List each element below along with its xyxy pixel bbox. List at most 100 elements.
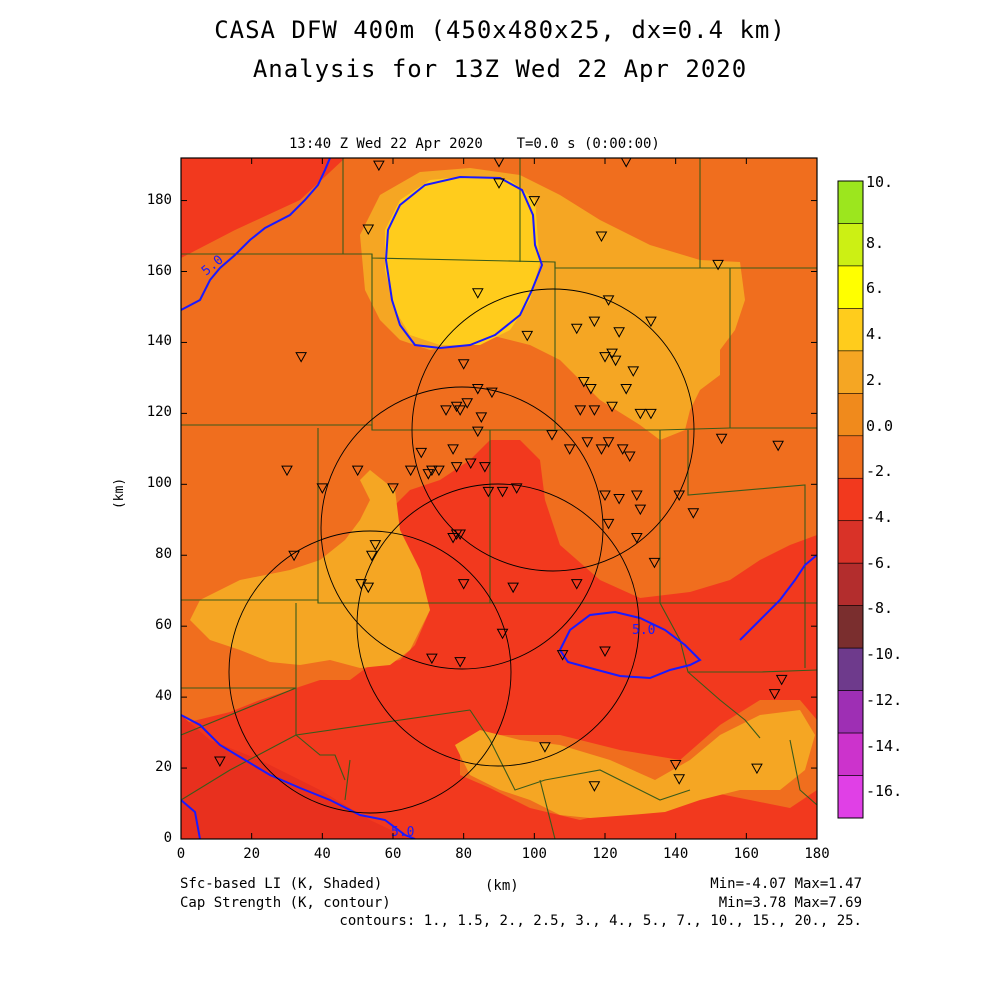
colorbar-swatch [837, 350, 864, 394]
station-marker [620, 384, 633, 395]
station-marker [461, 398, 474, 409]
station-marker [387, 483, 399, 494]
cap-contour-southeast [739, 554, 817, 641]
station-marker [645, 408, 657, 420]
colorbar-label: -10. [866, 645, 903, 664]
station-marker [570, 323, 583, 335]
y-tick-label: 20 [155, 759, 172, 776]
station-marker [712, 259, 724, 271]
station-marker [645, 316, 657, 328]
station-marker [471, 426, 484, 438]
station-marker [214, 756, 226, 767]
station-marker [507, 582, 519, 594]
station-marker [351, 465, 364, 477]
station-marker [616, 444, 629, 455]
station-marker [493, 158, 505, 168]
station-marker [609, 355, 622, 367]
colorbar-swatch [837, 520, 864, 564]
y-tick-label: 0 [163, 830, 172, 846]
station-marker [577, 376, 590, 388]
x-axis-ticks [180, 158, 818, 839]
station-marker [630, 533, 643, 544]
station-marker [606, 401, 618, 413]
station-marker [521, 330, 534, 342]
colorbar-label: -4. [866, 507, 894, 526]
map-title-line2: Analysis for 13Z Wed 22 Apr 2020 [252, 55, 748, 83]
station-marker [630, 490, 643, 501]
station-marker [599, 352, 611, 363]
cap-contour-north [384, 175, 544, 350]
station-marker [373, 160, 385, 172]
colorbar-swatch [837, 393, 864, 437]
cap-contour-east [558, 610, 702, 680]
station-marker [457, 579, 470, 590]
station-marker [288, 550, 300, 562]
station-marker [687, 508, 700, 519]
colorbar-label: -12. [866, 690, 903, 709]
contour-levels-note: contours: 1., 1.5, 2., 2.5, 3., 4., 5., … [339, 913, 862, 929]
colorbar-label: 2. [866, 370, 885, 389]
y-tick-label: 80 [155, 546, 172, 563]
station-marker [475, 412, 488, 423]
station-marker [570, 579, 583, 590]
x-tick-label: 20 [243, 846, 261, 862]
station-marker [588, 781, 601, 792]
li-region-neg4-southwest [181, 715, 410, 839]
station-marker [602, 295, 615, 306]
colorbar-label: 0.0 [866, 416, 894, 435]
station-marker [627, 366, 640, 377]
cap-strength-contours [181, 158, 817, 839]
cap-contour-label-east: 5.0 [632, 623, 655, 638]
station-marker [365, 550, 378, 562]
y-tick-label: 60 [155, 617, 172, 634]
station-marker [457, 359, 470, 370]
county-boundaries [181, 158, 817, 839]
station-marker [479, 462, 491, 473]
colorbar-swatch [837, 690, 864, 734]
y-tick-label: 140 [146, 333, 172, 350]
station-marker [599, 490, 611, 501]
station-marker [404, 465, 417, 477]
station-marker [768, 689, 781, 700]
station-marker [751, 763, 763, 775]
station-marker [613, 494, 625, 505]
station-marker [563, 444, 576, 455]
y-tick-label: 120 [146, 404, 172, 421]
cap-contour-northwest [181, 158, 331, 311]
station-marker [454, 657, 466, 668]
station-marker [539, 742, 551, 753]
station-marker [588, 316, 601, 328]
colorbar-swatch [837, 647, 864, 691]
cap-minmax: Min=3.78 Max=7.69 [718, 895, 862, 911]
station-marker [648, 557, 661, 569]
colorbar-swatch [837, 775, 864, 819]
colorbar-swatch [837, 477, 864, 522]
station-marker [673, 774, 686, 785]
station-marker [447, 533, 459, 544]
station-marker [433, 465, 445, 477]
cap-contour-label-sw: 5.0 [391, 825, 414, 840]
station-marker [585, 384, 597, 395]
map-title-line1: CASA DFW 400m (450x480x25, dx=0.4 km) [214, 16, 786, 44]
colorbar-swatch [837, 308, 864, 352]
colorbar-swatch [837, 180, 864, 224]
station-marker [602, 437, 615, 448]
y-tick-label: 180 [146, 191, 172, 208]
colorbar-label: -2. [866, 462, 894, 481]
station-marker [450, 462, 463, 473]
x-tick-label: 180 [804, 846, 830, 862]
colorbar-label: 8. [866, 233, 885, 252]
station-marker [496, 628, 509, 640]
colorbar-label: -6. [866, 553, 894, 572]
x-tick-label: 100 [521, 846, 547, 862]
station-marker [556, 650, 569, 661]
x-axis-title: (km) [485, 878, 519, 894]
station-marker [634, 504, 647, 516]
station-marker [546, 430, 558, 441]
li-colorbar [837, 180, 864, 819]
colorbar-swatch [837, 435, 864, 479]
y-tick-label: 40 [155, 688, 172, 705]
station-markers [214, 158, 788, 792]
station-marker [574, 405, 587, 416]
